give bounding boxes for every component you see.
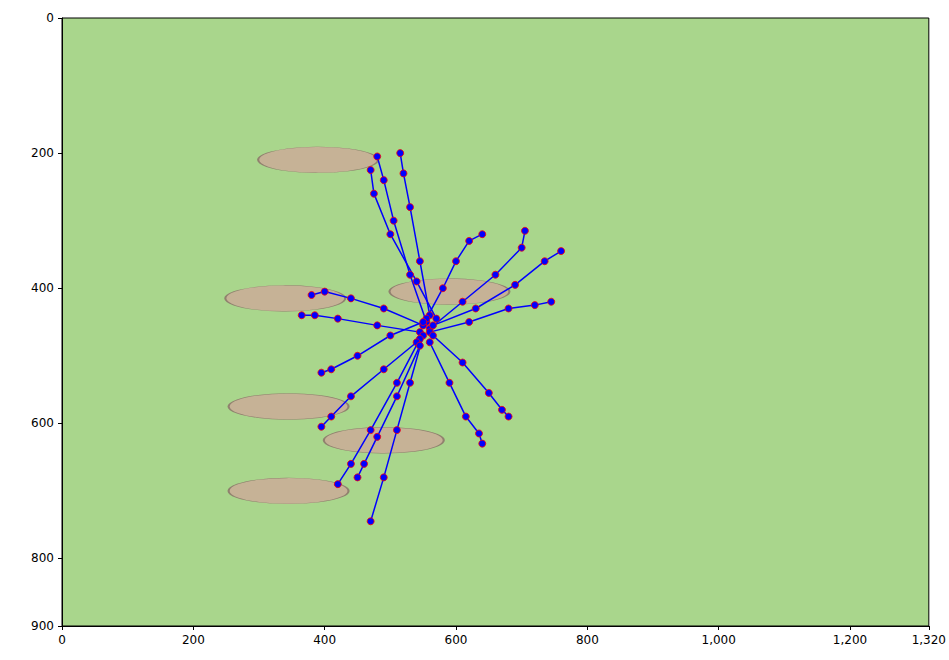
svg-text:200: 200 [31,146,54,160]
svg-text:600: 600 [31,416,54,430]
svg-text:900: 900 [31,619,54,633]
svg-text:400: 400 [313,633,336,647]
svg-text:0: 0 [58,633,66,647]
svg-text:0: 0 [46,11,54,25]
svg-text:600: 600 [445,633,468,647]
svg-text:800: 800 [31,551,54,565]
svg-text:800: 800 [576,633,599,647]
svg-text:1,200: 1,200 [833,633,867,647]
svg-text:400: 400 [31,281,54,295]
svg-text:1,320: 1,320 [912,633,946,647]
svg-text:200: 200 [182,633,205,647]
svg-text:1,000: 1,000 [702,633,736,647]
